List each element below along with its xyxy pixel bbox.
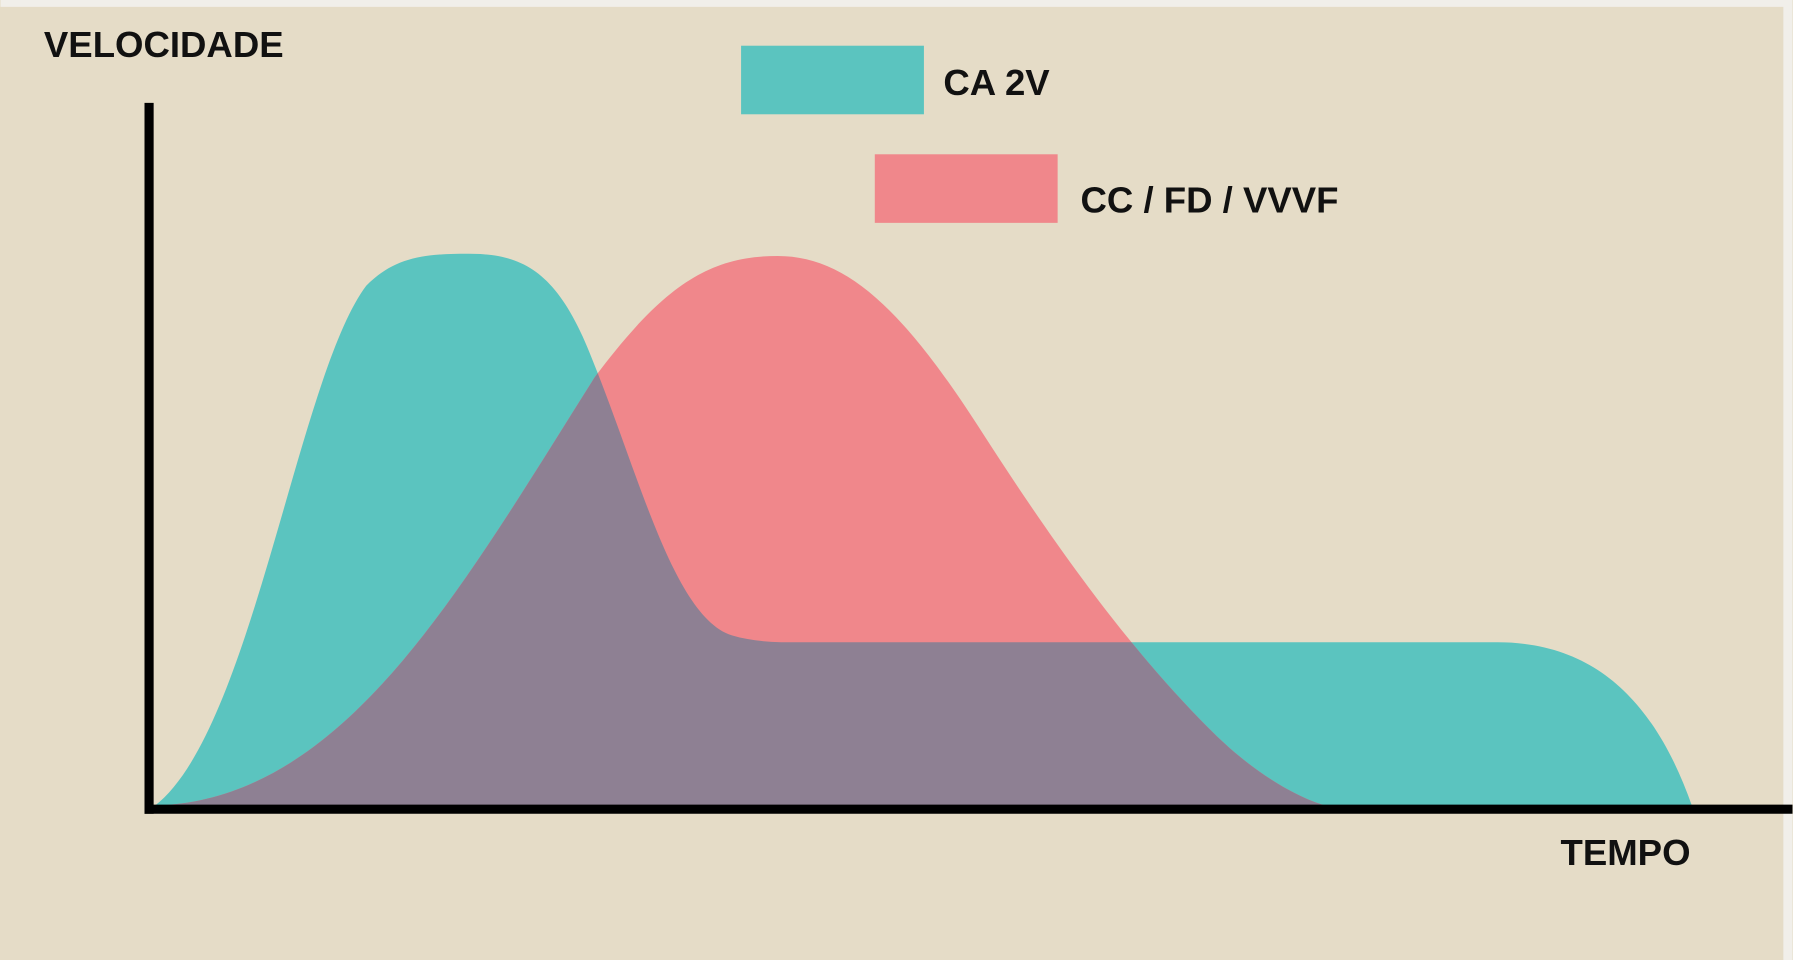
legend-swatch <box>741 45 924 115</box>
legend-label: CC / FD / VVVF <box>1080 180 1338 221</box>
frame-edge <box>1783 0 1793 960</box>
legend-label: CA 2V <box>943 62 1050 103</box>
legend-swatch <box>874 154 1058 223</box>
frame-edge <box>0 0 1793 7</box>
x-axis-label: TEMPO <box>1561 832 1691 873</box>
y-axis-label: VELOCIDADE <box>44 24 284 65</box>
